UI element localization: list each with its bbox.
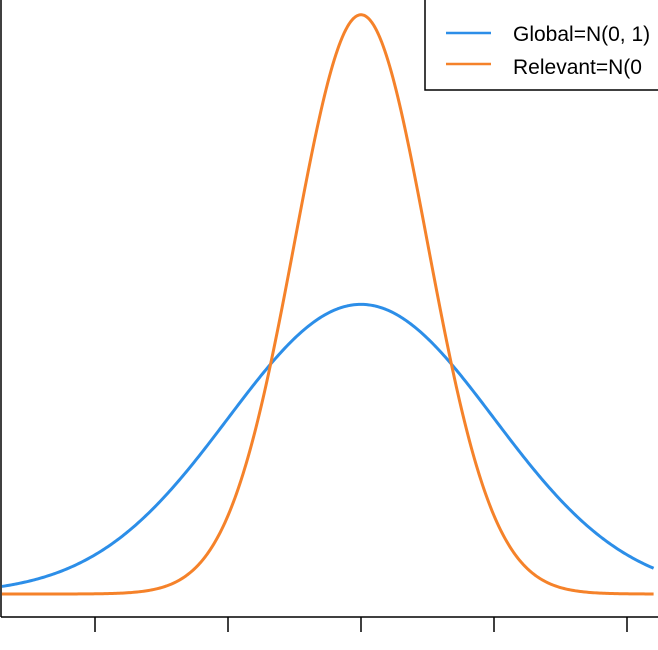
density-line-global [1,302,655,588]
legend-box [424,0,658,91]
legend: Global=N(0, 1) Relevant=N(0 [424,0,658,91]
x-axis-ticks [94,617,628,632]
density-curves [1,13,655,596]
legend-label-relevant: Relevant=N(0 [513,56,642,79]
density-line-relevant [1,13,654,596]
plot-frame [0,0,658,618]
legend-label-global: Global=N(0, 1) [513,23,650,46]
